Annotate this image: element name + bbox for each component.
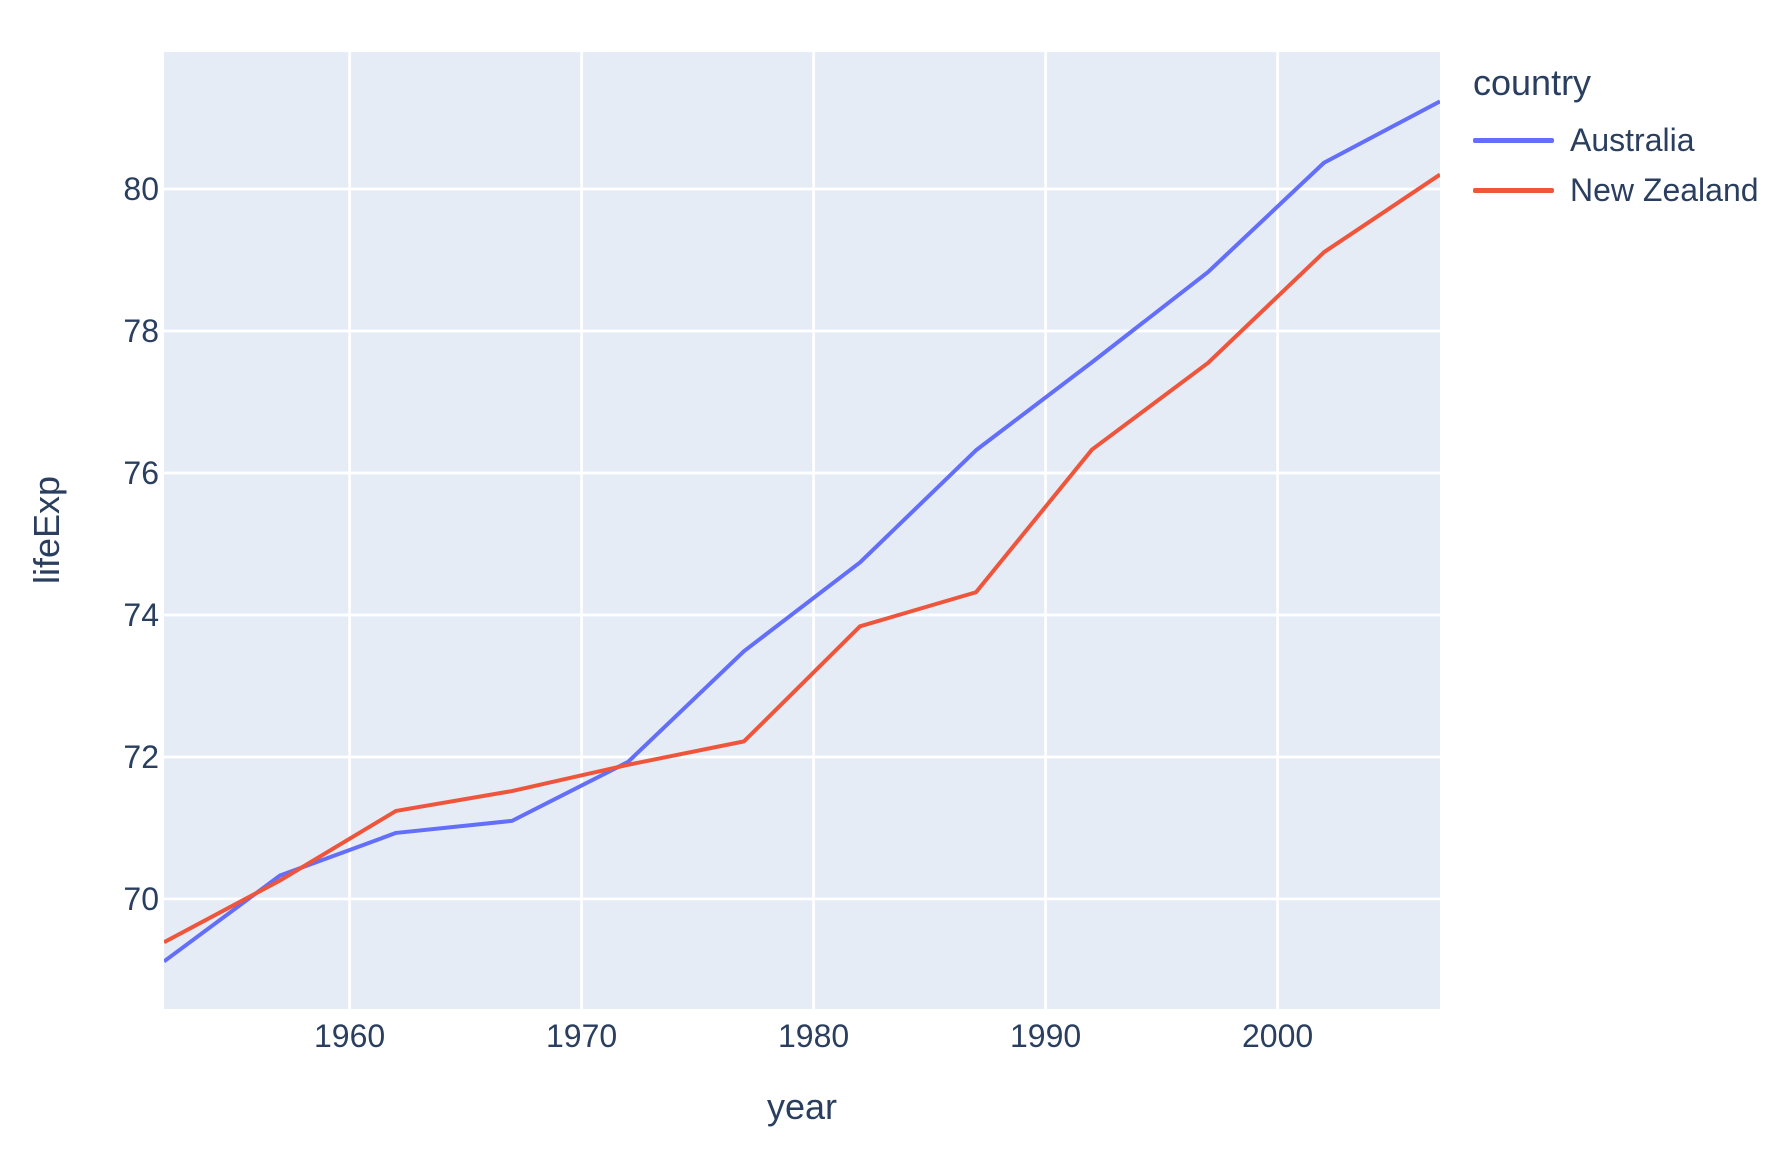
y-tick-label: 78 — [123, 313, 159, 349]
y-tick-label: 80 — [123, 171, 159, 207]
y-axis-title: lifeExp — [26, 475, 67, 585]
legend: country Australia New Zealand — [1473, 62, 1759, 210]
legend-label-australia: Australia — [1570, 122, 1695, 158]
y-tick-label: 76 — [123, 455, 159, 491]
legend-line-swatch-new-zealand — [1473, 187, 1554, 193]
y-tick-label: 70 — [123, 881, 159, 917]
legend-title: country — [1473, 62, 1592, 103]
x-tick-label: 1960 — [314, 1018, 385, 1054]
series-line-australia[interactable] — [164, 99, 1440, 964]
y-tick-label: 72 — [123, 739, 159, 775]
x-tick-label: 2000 — [1242, 1018, 1313, 1054]
x-tick-label: 1990 — [1010, 1018, 1081, 1054]
x-tick-label: 1980 — [778, 1018, 849, 1054]
series-line-new-zealand[interactable] — [164, 172, 1440, 945]
x-tick-label: 1970 — [546, 1018, 617, 1054]
legend-item-new-zealand[interactable]: New Zealand — [1473, 170, 1759, 210]
plot-background[interactable] — [164, 52, 1440, 1009]
legend-item-australia[interactable]: Australia — [1473, 120, 1759, 160]
x-axis-title: year — [766, 1086, 838, 1127]
legend-line-swatch-australia — [1473, 137, 1554, 143]
y-tick-label: 74 — [123, 597, 159, 633]
legend-label-new-zealand: New Zealand — [1570, 172, 1759, 208]
